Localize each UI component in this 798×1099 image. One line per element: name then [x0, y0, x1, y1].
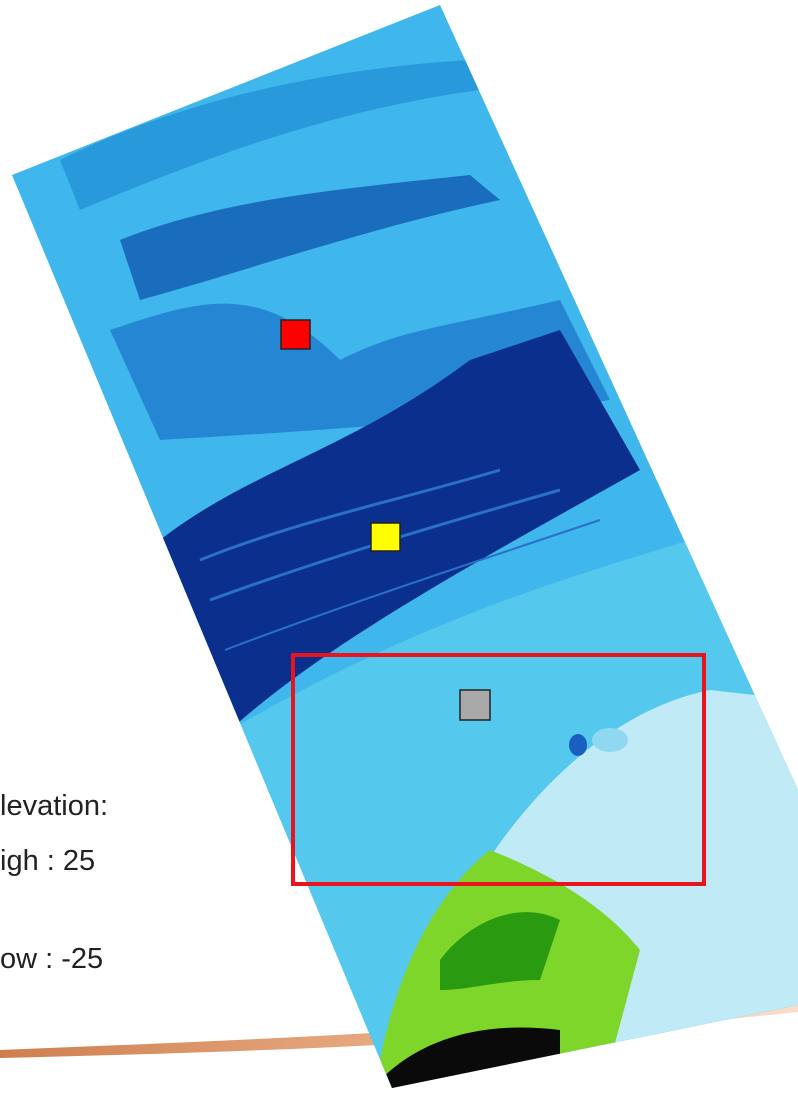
- marker-gray: [460, 690, 490, 720]
- legend-high: igh : 25: [0, 845, 95, 877]
- map: levation: igh : 25 ow : -25: [0, 0, 798, 1099]
- marker-yellow: [371, 523, 400, 551]
- marker-red: [281, 320, 310, 349]
- legend-low: ow : -25: [0, 943, 103, 975]
- pond: [569, 734, 587, 756]
- page: levation: igh : 25 ow : -25 (() => { con…: [0, 0, 798, 1099]
- pond: [592, 728, 628, 752]
- legend-title: levation:: [0, 790, 108, 822]
